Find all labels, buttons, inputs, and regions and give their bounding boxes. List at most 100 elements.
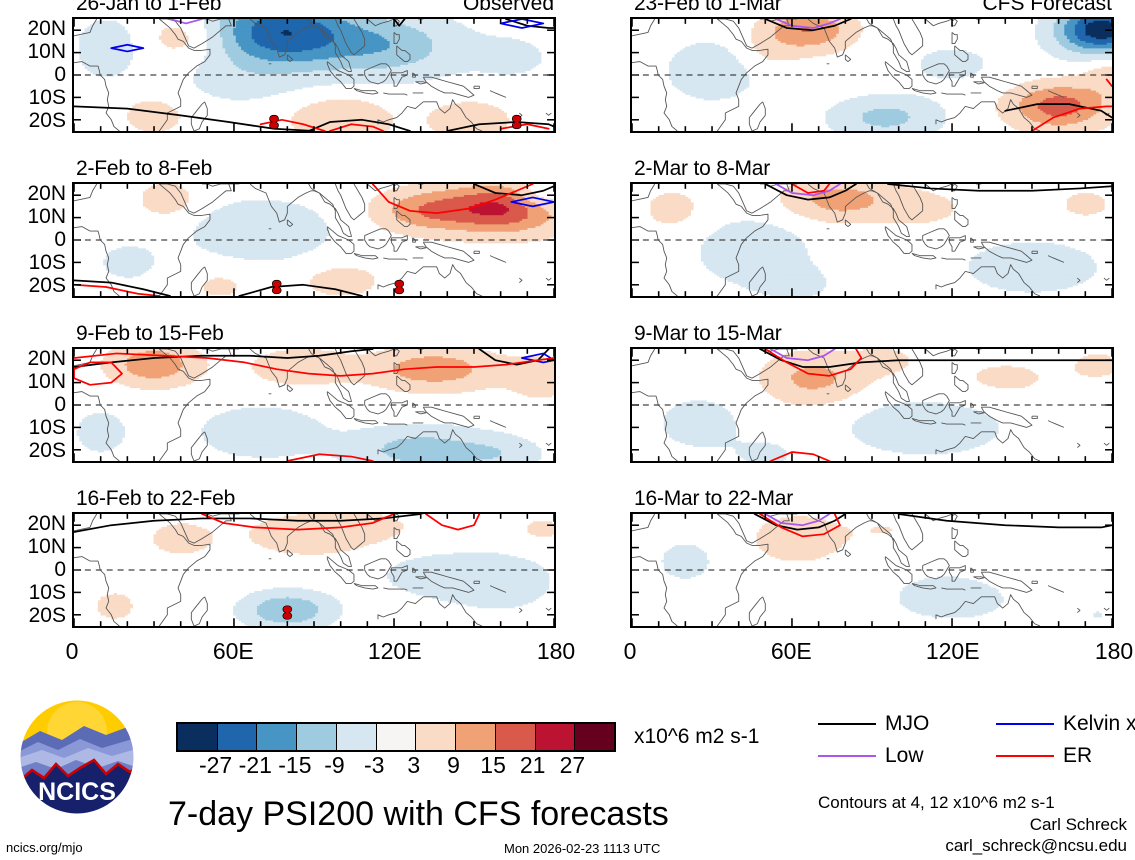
legend-label: ER <box>1063 744 1092 768</box>
contour-layer <box>74 514 481 620</box>
colorbar-segment <box>297 724 337 750</box>
coastline-layer <box>74 19 552 131</box>
contour-layer <box>753 514 1112 538</box>
map-panel: 26-Jan to 1-Feb Observed <box>72 0 556 133</box>
y-axis-tick-label: 10N <box>27 370 66 394</box>
colorbar-segment <box>575 724 615 750</box>
contour-layer <box>764 19 1112 131</box>
map-panel: 16-Mar to 22-Mar <box>630 487 1114 628</box>
y-axis-tick-label: 10N <box>27 205 66 229</box>
coastline-layer <box>74 349 552 461</box>
colorbar-tick-label: -3 <box>364 752 384 779</box>
colorbar-segment <box>178 724 218 750</box>
panel-title: 9-Mar to 15-Mar <box>634 322 782 346</box>
y-axis-tick-label: 20S <box>29 274 66 298</box>
x-axis-tick-label: 60E <box>771 638 812 665</box>
x-axis-tick-label: 120E <box>926 638 980 665</box>
figure-title: 7-day PSI200 with CFS forecasts <box>168 795 669 834</box>
map-canvas <box>630 347 1114 463</box>
contour-legend: MJO Kelvin x2 Low ER <box>818 712 1135 772</box>
timestamp: Mon 2026-02-23 1113 UTC <box>504 841 660 856</box>
coastline-layer <box>632 19 1110 131</box>
legend-line-swatch <box>818 723 876 725</box>
y-axis-labels: 20N 10N 0 10S 20S <box>4 182 66 298</box>
legend-label: MJO <box>885 712 929 736</box>
y-axis-tick-label: 20S <box>29 439 66 463</box>
colorbar-segment <box>456 724 496 750</box>
axis-tick-layer <box>74 514 554 626</box>
legend-item: Kelvin x2 <box>996 712 1135 736</box>
y-axis-tick-label: 0 <box>54 63 66 87</box>
contour-note: Contours at 4, 12 x10^6 m2 s-1 <box>818 793 1055 813</box>
colorbar-tick-label: -27 <box>199 752 232 779</box>
y-axis-tick-label: 0 <box>54 558 66 582</box>
axis-tick-layer <box>74 184 554 296</box>
map-panel: 23-Feb to 1-Mar CFS Forecast <box>630 0 1114 133</box>
colorbar-tick-label: 9 <box>447 752 460 779</box>
contour-layer <box>74 184 554 296</box>
panel-title: 9-Feb to 15-Feb <box>76 322 224 346</box>
legend-label: Kelvin x2 <box>1063 712 1135 736</box>
panel-title: 23-Feb to 1-Mar <box>634 0 782 16</box>
x-axis-tick-label: 180 <box>1095 638 1133 665</box>
axis-tick-layer <box>632 514 1112 626</box>
y-axis-tick-label: 20S <box>29 604 66 628</box>
map-panel: 9-Mar to 15-Mar <box>630 322 1114 463</box>
colorbar <box>176 722 616 752</box>
site-url[interactable]: ncics.org/mjo <box>6 840 83 855</box>
legend-line-swatch <box>996 755 1054 757</box>
colorbar-segment <box>217 724 258 750</box>
x-axis-tick-label: 0 <box>66 638 79 665</box>
colorbar-tick-label: 27 <box>560 752 586 779</box>
map-panel: 2-Feb to 8-Feb <box>72 157 556 298</box>
ncics-logo: NCICS <box>18 698 136 816</box>
coastline-layer <box>632 349 1110 461</box>
map-canvas <box>72 512 556 628</box>
colorbar-ticks: -27 -21 -15 -9 -3 3 9 15 21 27 <box>176 752 612 780</box>
axis-tick-layer <box>632 184 1112 296</box>
legend-item: ER <box>996 744 1092 768</box>
coastline-layer <box>74 514 552 626</box>
legend-label: Low <box>885 744 924 768</box>
map-panel: 9-Feb to 15-Feb <box>72 322 556 463</box>
axis-tick-layer <box>74 349 554 461</box>
ncics-logo-text: NCICS <box>38 778 116 806</box>
map-panel: 16-Feb to 22-Feb <box>72 487 556 628</box>
x-axis-tick-label: 0 <box>624 638 637 665</box>
author-name: Carl Schreck <box>1030 815 1127 835</box>
coastline-layer <box>74 184 552 296</box>
shading-layer <box>663 349 1112 461</box>
colorbar-segment <box>495 724 536 750</box>
x-axis-tick-label: 60E <box>213 638 254 665</box>
y-axis-labels: 20N 10N 0 10S 20S <box>4 347 66 463</box>
y-axis-tick-label: 0 <box>54 393 66 417</box>
x-axis-tick-label: 120E <box>368 638 422 665</box>
map-canvas <box>630 182 1114 298</box>
map-canvas <box>72 17 556 133</box>
colorbar-tick-label: -15 <box>278 752 311 779</box>
colorbar-segment <box>376 724 417 750</box>
y-axis-tick-label: 10S <box>29 86 66 110</box>
map-canvas <box>630 512 1114 628</box>
colorbar-tick-label: 3 <box>407 752 420 779</box>
y-axis-tick-label: 20N <box>27 347 66 371</box>
panel-corner-label: Observed <box>463 0 554 16</box>
map-canvas <box>630 17 1114 133</box>
map-canvas <box>72 347 556 463</box>
contour-layer <box>759 349 1112 461</box>
legend-item: Low <box>818 744 924 768</box>
colorbar-tick-label: 15 <box>480 752 506 779</box>
axis-tick-layer <box>74 19 554 131</box>
author-email[interactable]: carl_schreck@ncsu.edu <box>945 836 1127 856</box>
axis-tick-layer <box>632 19 1112 131</box>
shading-layer <box>650 184 1105 296</box>
panel-title: 2-Feb to 8-Feb <box>76 157 212 181</box>
panel-corner-label: CFS Forecast <box>982 0 1112 16</box>
colorbar-segment <box>416 724 457 750</box>
panel-title: 26-Jan to 1-Feb <box>76 0 221 16</box>
shading-layer <box>79 19 542 131</box>
colorbar-segment <box>336 724 377 750</box>
y-axis-tick-label: 10N <box>27 535 66 559</box>
colorbar-segment <box>257 724 298 750</box>
legend-line-swatch <box>996 723 1054 725</box>
